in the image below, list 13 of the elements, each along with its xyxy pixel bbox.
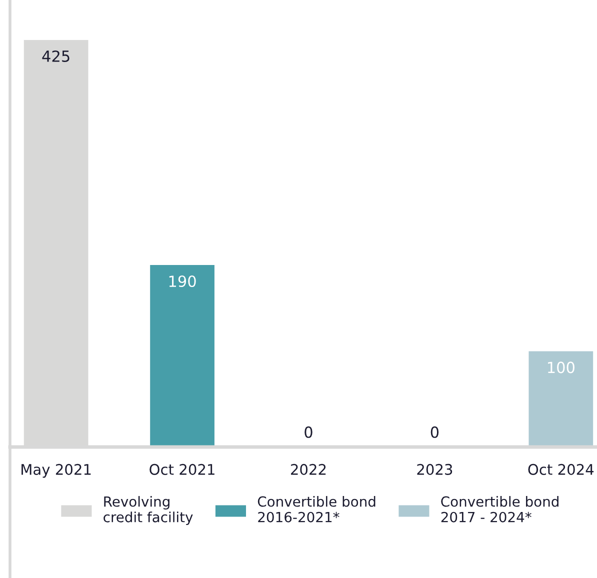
legend-label: Revolving credit facility	[104, 496, 193, 526]
data-label: 0	[430, 426, 439, 438]
legend-label: Convertible bond 2016-2021*	[258, 496, 376, 522]
data-label: 0	[304, 426, 312, 438]
x-tick-label: 2022	[290, 464, 326, 475]
legend-label: Convertible bond 2017 - 2024*	[441, 496, 558, 522]
x-tick-label: Oct 2021	[150, 464, 214, 475]
x-tick-label: Oct 2024	[528, 464, 594, 475]
data-label: 100	[548, 362, 574, 374]
data-label: 425	[42, 50, 70, 62]
x-tick-label: May 2021	[22, 464, 91, 478]
data-label: 190	[169, 275, 196, 288]
x-tick-label: 2023	[417, 464, 452, 475]
